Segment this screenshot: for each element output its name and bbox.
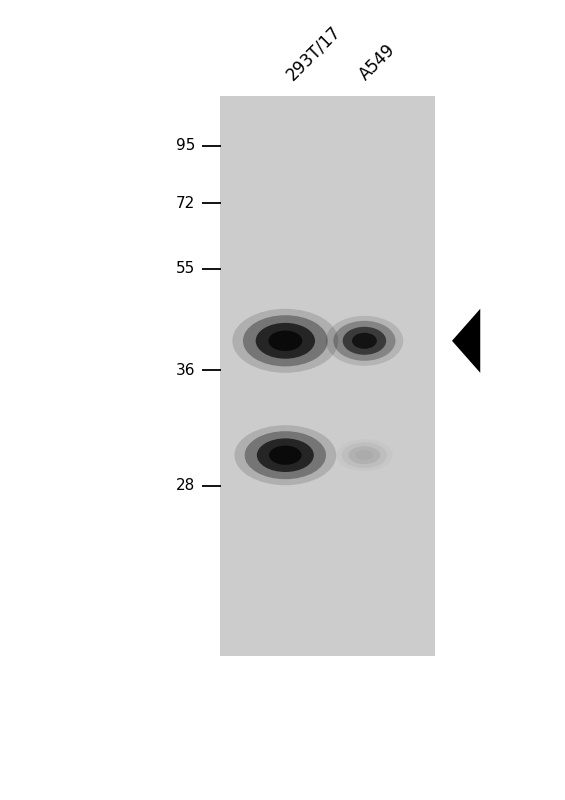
Text: 36: 36 xyxy=(175,363,195,378)
Ellipse shape xyxy=(355,450,373,460)
Ellipse shape xyxy=(349,446,380,464)
Ellipse shape xyxy=(342,326,386,355)
Ellipse shape xyxy=(234,426,336,485)
Text: 293T/17: 293T/17 xyxy=(282,22,344,84)
Bar xyxy=(220,96,435,656)
Ellipse shape xyxy=(257,438,314,472)
Ellipse shape xyxy=(243,315,328,366)
Ellipse shape xyxy=(333,321,395,361)
Ellipse shape xyxy=(342,442,387,468)
Ellipse shape xyxy=(269,446,302,465)
Ellipse shape xyxy=(245,431,326,479)
Text: 72: 72 xyxy=(176,196,195,210)
Text: 28: 28 xyxy=(176,478,195,493)
Ellipse shape xyxy=(325,316,403,366)
Text: A549: A549 xyxy=(356,41,399,84)
Ellipse shape xyxy=(352,333,377,349)
Text: 55: 55 xyxy=(176,262,195,276)
Text: 95: 95 xyxy=(176,138,195,153)
Ellipse shape xyxy=(255,323,315,358)
Ellipse shape xyxy=(232,309,338,373)
Ellipse shape xyxy=(268,330,302,351)
Ellipse shape xyxy=(336,439,393,471)
Polygon shape xyxy=(452,309,480,373)
